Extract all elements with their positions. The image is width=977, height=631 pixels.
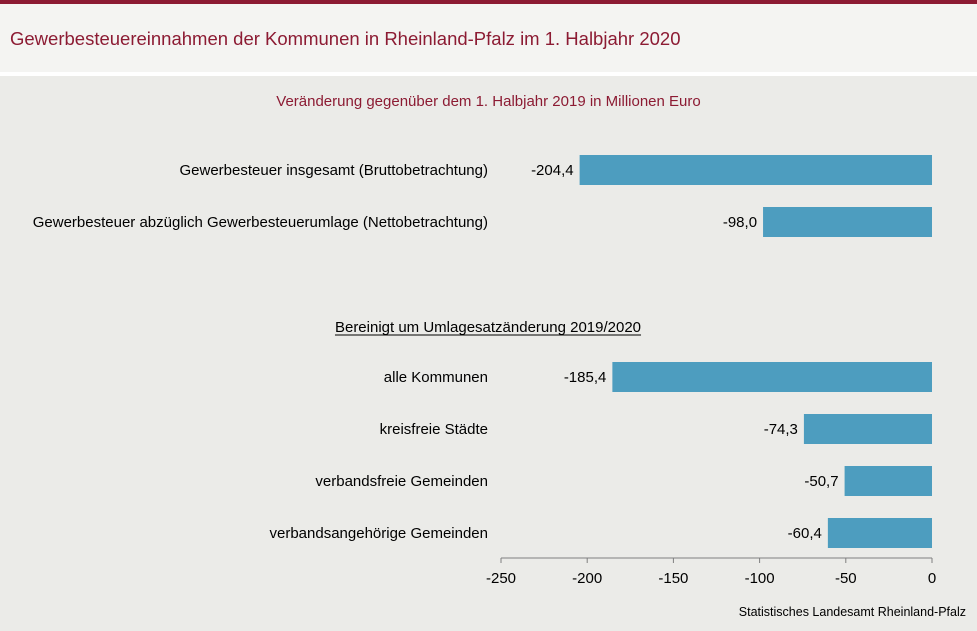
data-label: -98,0 (723, 214, 757, 231)
x-tick-label: -200 (572, 570, 602, 587)
category-label: verbandsangehörige Gemeinden (270, 525, 489, 542)
data-label: -185,4 (564, 369, 607, 386)
x-tick-label: -100 (745, 570, 775, 587)
chart-subtitle: Veränderung gegenüber dem 1. Halbjahr 20… (276, 93, 701, 110)
x-tick-label: 0 (928, 570, 936, 587)
bar (579, 155, 932, 185)
bar (763, 207, 932, 237)
x-tick-label: -250 (486, 570, 516, 587)
title-bar: Gewerbesteuereinnahmen der Kommunen in R… (0, 4, 977, 76)
chart-title: Gewerbesteuereinnahmen der Kommunen in R… (10, 28, 681, 49)
data-label: -50,7 (804, 473, 838, 490)
category-label: alle Kommunen (384, 369, 488, 386)
category-label: Gewerbesteuer abzüglich Gewerbesteueruml… (33, 214, 488, 231)
source-note: Statistisches Landesamt Rheinland-Pfalz (738, 605, 966, 619)
category-label: verbandsfreie Gemeinden (315, 473, 488, 490)
data-label: -60,4 (788, 525, 822, 542)
bar (803, 414, 932, 444)
x-tick-label: -50 (835, 570, 857, 587)
bar (612, 362, 932, 392)
data-label: -204,4 (531, 162, 574, 179)
top-accent-rule (0, 0, 977, 4)
bar (827, 518, 932, 548)
bar (844, 466, 932, 496)
data-label: -74,3 (764, 421, 798, 438)
x-tick-label: -150 (658, 570, 688, 587)
section-heading: Bereinigt um Umlagesatzänderung 2019/202… (335, 319, 641, 336)
category-label: kreisfreie Städte (380, 421, 488, 438)
category-label: Gewerbesteuer insgesamt (Bruttobetrachtu… (180, 162, 489, 179)
